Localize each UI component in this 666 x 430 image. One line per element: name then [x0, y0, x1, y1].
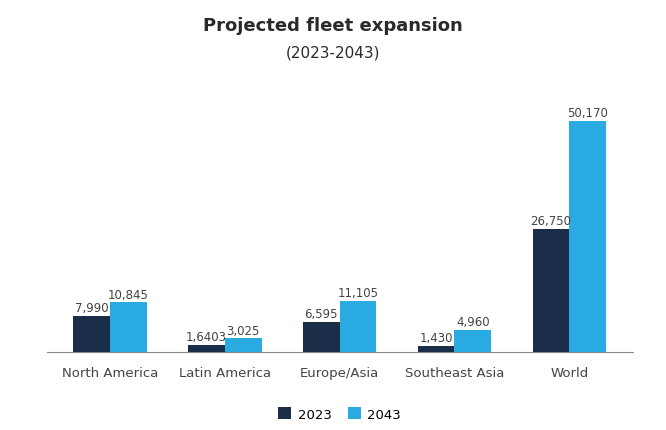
Bar [110, 303, 147, 353]
Text: 10,845: 10,845 [108, 288, 149, 301]
Bar [569, 122, 606, 353]
Bar [303, 322, 340, 353]
Text: 7,990: 7,990 [75, 301, 109, 314]
Text: 26,750: 26,750 [530, 215, 571, 228]
Bar [340, 301, 376, 353]
Legend: 2023, 2043: 2023, 2043 [278, 407, 401, 421]
Text: Projected fleet expansion: Projected fleet expansion [203, 17, 463, 35]
Text: 4,960: 4,960 [456, 315, 490, 328]
Bar [225, 339, 262, 353]
Bar [533, 230, 569, 353]
Text: (2023-2043): (2023-2043) [286, 45, 380, 60]
Bar [188, 345, 225, 353]
Text: 3,025: 3,025 [226, 324, 260, 337]
Text: 1,430: 1,430 [420, 331, 453, 344]
Text: 6,595: 6,595 [304, 307, 338, 320]
Bar [454, 330, 492, 353]
Bar [418, 346, 454, 353]
Text: 11,105: 11,105 [338, 287, 378, 300]
Text: 1,6403: 1,6403 [186, 330, 227, 343]
Bar [73, 316, 110, 353]
Text: 50,170: 50,170 [567, 107, 608, 120]
